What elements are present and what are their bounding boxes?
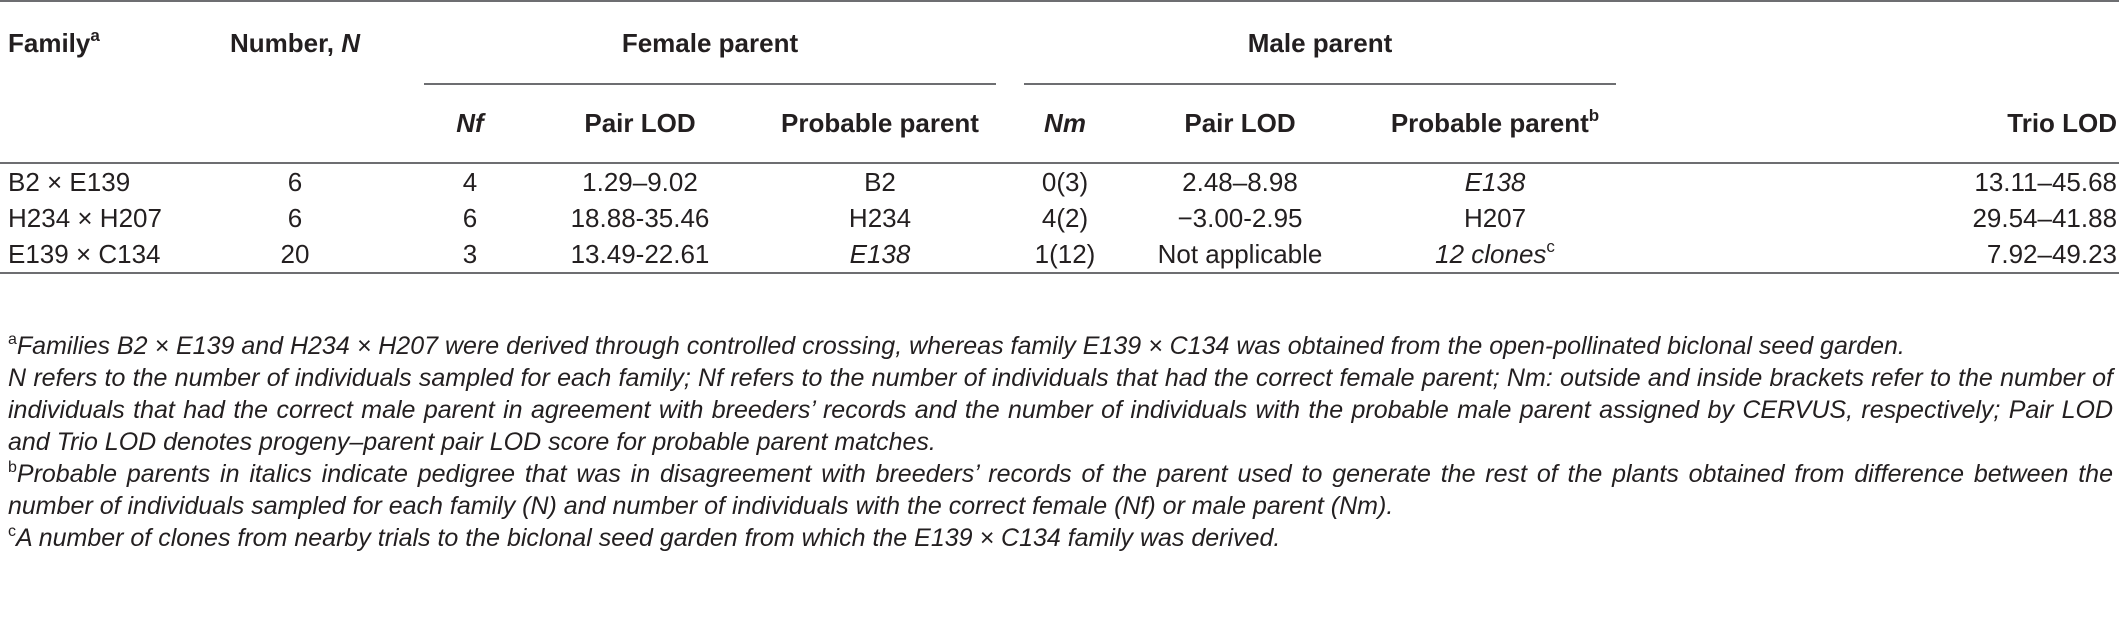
cell-number: 6 bbox=[287, 202, 303, 233]
footnote-n: N refers to the number of individuals sa… bbox=[8, 364, 2113, 456]
cell-family: E139 × C134 bbox=[8, 238, 161, 269]
header-row-2: Nf Pair LOD Probable parent Nm Pair LOD … bbox=[0, 84, 2119, 163]
cell-nm: 1(12) bbox=[1034, 238, 1096, 269]
cell-trio-lod: 7.92–49.23 bbox=[1986, 238, 2118, 269]
header-spacer bbox=[180, 84, 410, 163]
table-footnotes: aFamilies B2 × E139 and H234 × H207 were… bbox=[8, 330, 2113, 554]
cell-pair-lod-male: 2.48–8.98 bbox=[1182, 166, 1298, 197]
cell-probable-parent-male: 12 clonesc bbox=[1435, 236, 1555, 269]
cell-family: B2 × E139 bbox=[8, 166, 131, 197]
cell-pair-lod-male: −3.00-2.95 bbox=[1177, 202, 1303, 233]
col-header-pair-lod-male: Pair LOD bbox=[1184, 107, 1296, 138]
header-spacer bbox=[0, 84, 180, 163]
cell-probable-parent-male: E138 bbox=[1464, 166, 1526, 197]
col-header-family: Familya bbox=[8, 25, 100, 58]
cell-pair-lod-female: 18.88-35.46 bbox=[570, 202, 710, 233]
cell-probable-parent-male: H207 bbox=[1463, 202, 1527, 233]
col-header-trio-lod: Trio LOD bbox=[2007, 107, 2118, 138]
cell-probable-parent-female: B2 bbox=[864, 166, 896, 197]
header-row-1: Familya Number, N Female parent Male par… bbox=[0, 1, 2119, 85]
footnote-c: cA number of clones from nearby trials t… bbox=[8, 523, 1281, 553]
cell-probable-parent-female: E138 bbox=[849, 238, 911, 269]
cell-pair-lod-female: 1.29–9.02 bbox=[582, 166, 698, 197]
table-row: H234 × H207 6 6 18.88-35.46 H234 4(2) −3… bbox=[0, 200, 2119, 236]
cell-nm: 0(3) bbox=[1041, 166, 1089, 197]
cell-pair-lod-male: Not applicable bbox=[1157, 238, 1323, 269]
col-header-nf: Nf bbox=[456, 107, 484, 138]
cell-family: H234 × H207 bbox=[8, 202, 162, 233]
col-header-pair-lod-female: Pair LOD bbox=[584, 107, 696, 138]
group-header-male-parent: Male parent bbox=[1010, 1, 1630, 85]
cell-number: 6 bbox=[287, 166, 303, 197]
group-header-female-parent: Female parent bbox=[410, 1, 1010, 85]
footnote-b: bProbable parents in italics indicate pe… bbox=[8, 459, 2113, 521]
cell-nf: 3 bbox=[462, 238, 478, 269]
cell-probable-parent-female: H234 bbox=[848, 202, 912, 233]
col-header-probable-parent-male: Probable parentb bbox=[1390, 105, 1600, 138]
parentage-table: Familya Number, N Female parent Male par… bbox=[0, 0, 2119, 274]
cell-nf: 6 bbox=[462, 202, 478, 233]
cell-nm: 4(2) bbox=[1041, 202, 1089, 233]
footnote-a: aFamilies B2 × E139 and H234 × H207 were… bbox=[8, 331, 1905, 361]
col-header-nm: Nm bbox=[1044, 107, 1086, 138]
cell-trio-lod: 29.54–41.88 bbox=[1972, 202, 2118, 233]
table-row: E139 × C134 20 3 13.49-22.61 E138 1(12) … bbox=[0, 236, 2119, 273]
table-row: B2 × E139 6 4 1.29–9.02 B2 0(3) 2.48–8.9… bbox=[0, 163, 2119, 200]
col-header-probable-parent-female: Probable parent bbox=[781, 107, 979, 138]
cell-number: 20 bbox=[280, 238, 310, 269]
header-spacer bbox=[1630, 1, 2119, 84]
col-header-number: Number, N bbox=[229, 27, 361, 58]
cell-nf: 4 bbox=[462, 166, 478, 197]
cell-trio-lod: 13.11–45.68 bbox=[1974, 166, 2118, 197]
cell-pair-lod-female: 13.49-22.61 bbox=[570, 238, 710, 269]
